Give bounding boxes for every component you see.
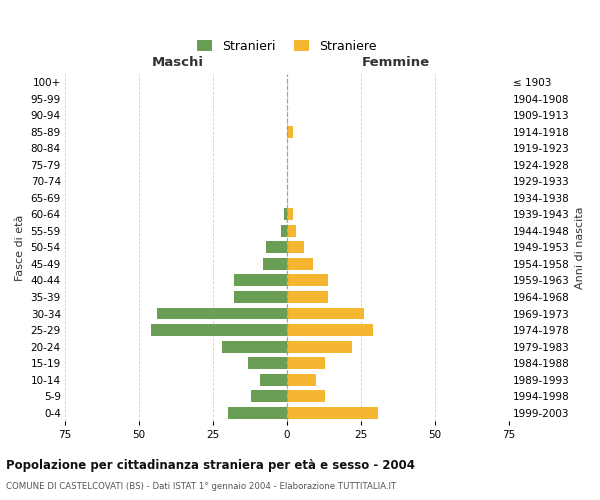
Bar <box>251 390 287 402</box>
Bar <box>287 374 316 386</box>
Bar <box>266 242 287 254</box>
Bar <box>248 357 287 369</box>
Text: Maschi: Maschi <box>151 56 203 69</box>
Bar <box>233 274 287 286</box>
Legend: Stranieri, Straniere: Stranieri, Straniere <box>192 35 382 58</box>
Y-axis label: Fasce di età: Fasce di età <box>15 214 25 280</box>
Bar <box>287 340 352 352</box>
Bar <box>284 208 287 220</box>
Bar <box>287 308 364 320</box>
Bar <box>287 407 379 418</box>
Bar <box>287 291 328 303</box>
Bar <box>260 374 287 386</box>
Text: COMUNE DI CASTELCOVATI (BS) - Dati ISTAT 1° gennaio 2004 - Elaborazione TUTTITAL: COMUNE DI CASTELCOVATI (BS) - Dati ISTAT… <box>6 482 396 491</box>
Bar <box>287 390 325 402</box>
Bar <box>287 225 296 237</box>
Bar <box>287 274 328 286</box>
Bar <box>151 324 287 336</box>
Bar <box>281 225 287 237</box>
Bar <box>287 242 304 254</box>
Bar <box>287 258 313 270</box>
Bar <box>287 126 293 138</box>
Bar <box>221 340 287 352</box>
Bar <box>287 208 293 220</box>
Bar <box>233 291 287 303</box>
Bar <box>157 308 287 320</box>
Bar <box>263 258 287 270</box>
Text: Popolazione per cittadinanza straniera per età e sesso - 2004: Popolazione per cittadinanza straniera p… <box>6 460 415 472</box>
Y-axis label: Anni di nascita: Anni di nascita <box>575 206 585 288</box>
Bar <box>287 357 325 369</box>
Bar <box>287 324 373 336</box>
Text: Femmine: Femmine <box>362 56 430 69</box>
Bar <box>227 407 287 418</box>
